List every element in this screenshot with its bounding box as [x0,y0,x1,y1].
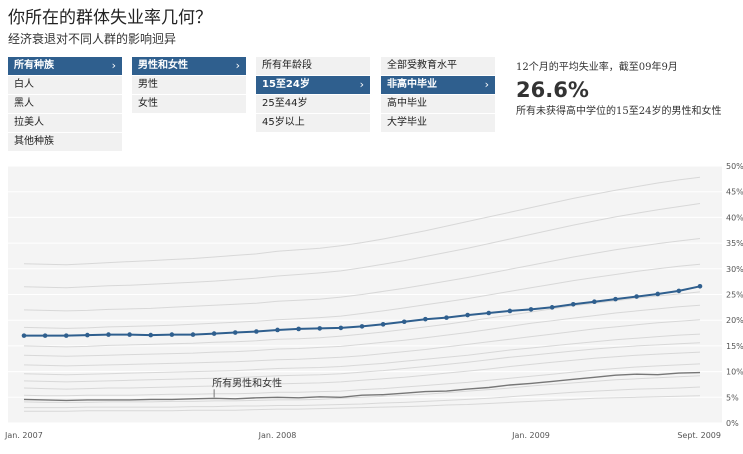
background-series-line [23,375,701,403]
y-tick-label: 15% [726,342,743,351]
gender-filter-item[interactable]: 男性和女性 [132,57,246,75]
highlight-series-point [232,330,238,335]
highlight-series-point [254,329,259,334]
reference-series-annotation: 所有男性和女性 [212,376,282,389]
highlight-series-point [359,324,365,329]
y-tick-label: 20% [726,316,743,325]
page-title: 你所在的群体失业率几何？ [8,8,212,28]
highlight-series-point [592,299,597,304]
highlight-series-point [127,332,132,337]
highlight-series-point [190,332,196,337]
background-series-line [23,304,701,357]
race-filter-item[interactable]: 白人 [8,76,122,94]
race-filter-item[interactable]: 所有种族 [8,57,122,75]
highlight-series-point [42,333,48,338]
highlight-series-point [296,326,301,332]
y-tick-label: 5% [726,393,739,402]
highlight-series-point [570,301,576,307]
background-series-line [23,319,701,367]
education-filter-item[interactable]: 全部受教育水平 [381,57,495,75]
highlight-series-point [338,325,344,331]
unemployment-line-chart: 0% 5% 10% 15% 20% 25% 30% 35% 40% 45% 50% Jan. 2007… [4,162,743,440]
highlight-series-point [465,312,470,318]
highlight-series-point [549,305,555,310]
summary-label: 12个月的平均失业率，截至09年9月 [516,62,678,73]
highlight-series-point [486,310,492,316]
highlight-series-point [613,296,618,302]
page-subtitle: 经济衰退对不同人群的影响迥异 [8,32,177,46]
background-series-line [24,395,701,412]
race-filter-item[interactable]: 黑人 [8,95,122,113]
y-tick-label: 10% [726,368,743,377]
highlight-series-point [148,332,154,338]
age-filter-item[interactable]: 45岁以上 [256,114,370,132]
background-series-line [23,238,701,312]
y-tick-label: 25% [726,291,743,300]
highlight-series-point [21,333,27,338]
y-tick-label: 30% [726,265,743,274]
highlight-series-point [444,315,449,320]
highlight-series-point [380,322,386,327]
highlight-series-point [85,332,90,338]
highlight-series-point [211,331,217,336]
highlight-series-point [317,326,323,331]
education-filter-item[interactable]: 大学毕业 [381,114,495,132]
y-tick-label: 40% [726,213,743,222]
highlight-series-point [275,327,280,333]
highlight-series-point [401,319,407,325]
gender-filter-item[interactable]: 女性 [132,95,246,113]
y-tick-label: 45% [726,188,743,197]
gender-filter-menu: 男性和女性男性女性 [132,57,246,114]
highlight-series-point [106,332,111,337]
background-series-line [23,342,701,383]
background-series-line [23,351,701,390]
x-tick-label: Jan. 2009 [511,431,550,440]
age-filter-item[interactable]: 25至44岁 [256,95,370,113]
age-filter-item[interactable]: 所有年龄段 [256,57,370,75]
background-series-line [23,176,701,266]
highlight-series-point [169,332,175,337]
y-tick-label: 50% [726,162,743,171]
background-series-line [23,203,701,289]
x-tick-label: Jan. 2008 [258,431,297,440]
background-series-line [23,333,701,376]
highlight-series-point [634,294,639,299]
summary-value: 26.6% [516,78,589,102]
background-series-line [23,263,701,329]
summary-panel: 12个月的平均失业率，截至09年9月 26.6% 所有未获得高中学位的15至24… [516,58,731,119]
y-tick-label: 35% [726,239,743,248]
highlight-series-point [63,333,69,338]
age-filter-menu: 所有年龄段15至24岁25至44岁45岁以上 [256,57,370,133]
background-series-line [23,291,701,348]
background-series-line [24,386,701,409]
education-filter-menu: 全部受教育水平非高中毕业高中毕业大学毕业 [381,57,495,133]
y-tick-label: 0% [726,419,739,428]
reference-series-line [23,371,701,402]
education-filter-item[interactable]: 高中毕业 [381,95,495,113]
gender-filter-item[interactable]: 男性 [132,76,246,94]
race-filter-item[interactable]: 其他种族 [8,133,122,151]
background-series-line [23,363,701,397]
race-filter-menu: 所有种族白人黑人拉美人其他种族 [8,57,122,152]
x-tick-label: Sept. 2009 [677,431,721,440]
highlight-series-point [655,291,661,297]
summary-description: 所有未获得高中学位的15至24岁的男性和女性 [516,106,722,117]
education-filter-item[interactable]: 非高中毕业 [381,76,495,94]
highlight-series-point [507,308,513,314]
race-filter-item[interactable]: 拉美人 [8,114,122,132]
highlight-series-point [697,283,703,289]
age-filter-item[interactable]: 15至24岁 [256,76,370,94]
highlight-series-point [676,288,682,294]
highlight-series-point [528,307,534,312]
highlight-series-point [423,316,428,322]
x-tick-label: Jan. 2007 [4,431,43,440]
